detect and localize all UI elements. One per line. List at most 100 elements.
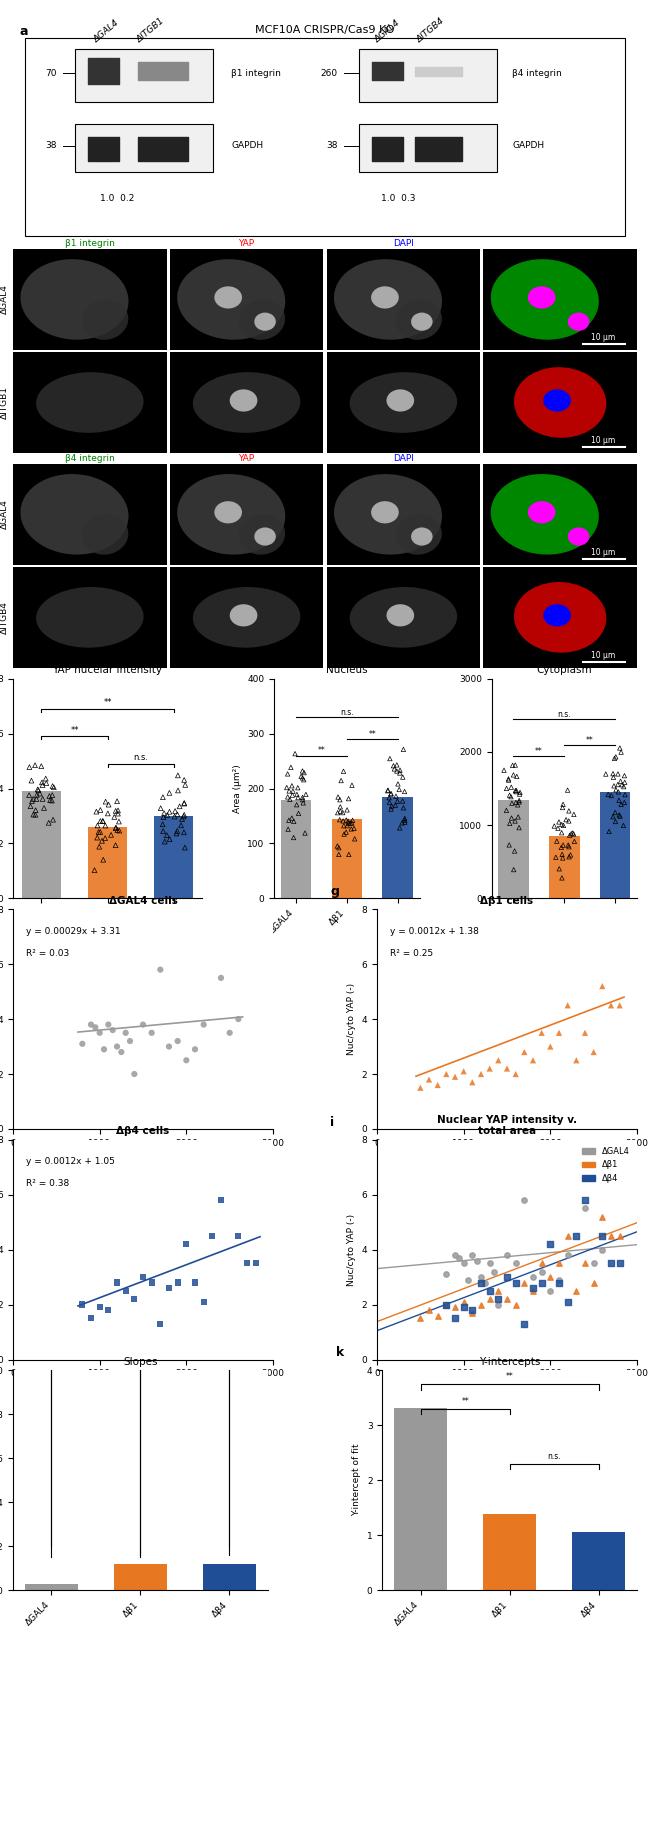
Point [395,758,405,787]
Point [503,765,514,794]
Point [114,807,124,837]
Point [564,820,575,850]
Point [558,831,568,861]
Point [504,809,515,839]
Δβ4 [580,1186,590,1216]
Bar [382,796,413,899]
X-axis label: Total area (μm²): Total area (μm²) [107,1153,179,1162]
Point [335,793,346,822]
Point [342,794,352,824]
Point [552,813,563,842]
Text: 38: 38 [46,142,57,151]
Point [190,1267,200,1296]
Point [398,734,409,763]
Point [558,844,568,874]
Ellipse shape [528,502,556,524]
Point [513,802,523,831]
Ellipse shape [514,581,606,653]
Y-axis label: ΔITGB4: ΔITGB4 [0,601,9,634]
Point [554,1019,564,1048]
Text: n.s.: n.s. [340,708,354,717]
Ellipse shape [82,515,128,555]
Point [179,789,189,818]
Δβ4 [484,1276,495,1306]
Δβ1 [476,1289,486,1319]
Point [558,811,569,840]
Ellipse shape [491,474,599,555]
Text: a: a [20,26,28,39]
Point [528,1046,538,1076]
Ellipse shape [371,287,398,309]
Point [179,833,190,862]
Point [508,760,519,789]
Δβ1 [571,1276,582,1306]
Point [172,800,183,829]
Point [512,761,522,791]
Point [283,805,294,835]
Point [111,831,121,861]
Ellipse shape [396,300,442,340]
Ellipse shape [528,287,556,309]
Point [557,793,567,822]
Ellipse shape [411,313,433,331]
Ellipse shape [334,474,442,555]
Point [164,1032,174,1061]
Bar [114,1563,167,1591]
Point [94,1019,105,1048]
Point [608,763,619,793]
Point [113,796,124,826]
Bar [88,828,127,899]
Point [36,752,47,782]
Point [285,785,295,815]
Point [567,818,578,848]
ΔGAL4 [510,1249,521,1278]
ΔGAL4 [489,1256,499,1285]
Point [557,840,567,870]
Δβ1 [467,1298,478,1328]
Point [41,769,51,798]
Point [619,787,629,817]
Ellipse shape [334,259,442,340]
Point [155,954,166,984]
Point [617,771,627,800]
Ellipse shape [229,390,257,412]
Point [112,1032,122,1061]
Point [333,840,344,870]
Point [287,804,297,833]
Point [38,783,48,813]
Point [297,783,307,813]
Point [44,782,55,811]
Point [501,796,512,826]
Point [77,1030,88,1059]
Text: 10 μm: 10 μm [591,548,616,557]
Point [391,782,401,811]
Text: 10 μm: 10 μm [591,651,616,660]
Point [561,805,571,835]
Bar [600,793,630,899]
Point [158,802,168,831]
Point [172,1026,183,1056]
Ellipse shape [254,313,276,331]
Point [174,791,185,820]
Ellipse shape [214,502,242,524]
Point [32,780,42,809]
Point [511,776,521,805]
Bar [332,818,362,899]
Point [298,785,308,815]
Point [484,1054,495,1083]
Point [385,745,395,774]
Point [24,752,34,782]
Text: **: ** [586,736,593,745]
Title: Nucleus: Nucleus [326,666,368,675]
Point [400,804,410,833]
Point [506,782,516,811]
Point [162,820,172,850]
Δβ1 [580,1249,590,1278]
ΔGAL4 [562,1241,573,1271]
Text: 70: 70 [46,68,57,77]
Point [397,787,408,817]
Point [616,767,626,796]
Point [391,756,402,785]
Point [458,1057,469,1087]
Ellipse shape [514,368,606,438]
